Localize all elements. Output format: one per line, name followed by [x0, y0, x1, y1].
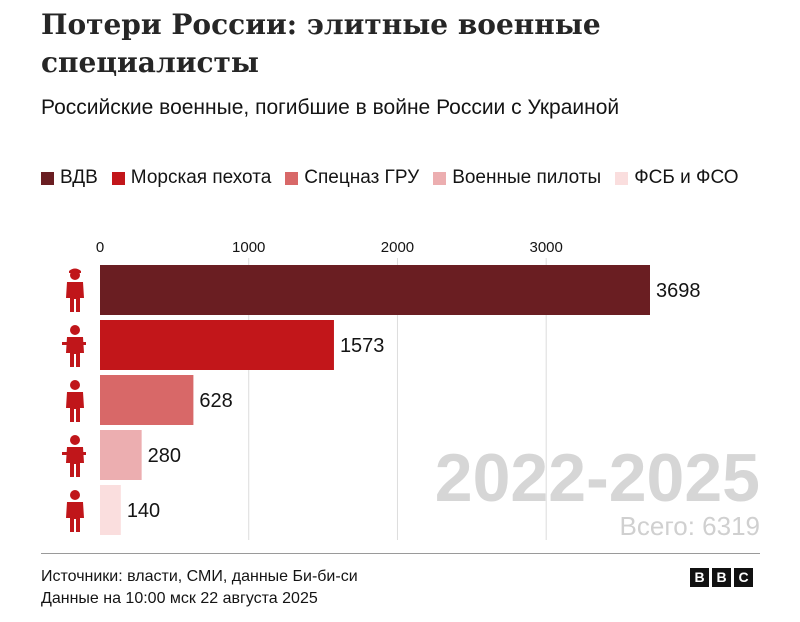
- legend-item: Военные пилоты: [433, 166, 601, 190]
- x-tick-label: 2000: [381, 239, 414, 256]
- legend-label: Морская пехота: [130, 167, 272, 188]
- special-forces-icon: [66, 380, 84, 422]
- x-tick-label: 3000: [529, 239, 562, 256]
- legend-swatch: [41, 171, 54, 185]
- marine-icon: [62, 325, 86, 367]
- x-tick-label: 1000: [232, 239, 265, 256]
- bar-value-label: 3698: [656, 280, 701, 302]
- legend-label: ВДВ: [60, 167, 98, 188]
- footer: Источники: власти, СМИ, данные Би-би-си …: [41, 566, 358, 610]
- legend-label: ФСБ и ФСО: [634, 167, 739, 188]
- bar-value-label: 1573: [340, 335, 385, 357]
- bar: [100, 265, 650, 315]
- chart-subtitle: Российские военные, погибшие в войне Рос…: [41, 96, 620, 119]
- bar: [100, 430, 142, 480]
- bar: [100, 375, 194, 425]
- date-note: Данные на 10:00 мск 22 августа 2025: [41, 590, 318, 607]
- legend-swatch: [111, 171, 125, 185]
- legend-swatch: [285, 171, 299, 185]
- x-tick-label: 0: [96, 239, 104, 256]
- bar-value-label: 280: [148, 445, 181, 467]
- bar-value-label: 628: [199, 390, 232, 412]
- legend-item: ВДВ: [41, 166, 98, 190]
- chart-title: Потери России: элитные военные специалис…: [41, 8, 601, 79]
- bbc-logo: B B C: [690, 568, 753, 587]
- legend-swatch: [433, 171, 447, 185]
- bar-value-label: 140: [127, 500, 160, 522]
- sources-note: Источники: власти, СМИ, данные Би-би-си: [41, 568, 358, 585]
- period-watermark: 2022-2025: [435, 440, 760, 516]
- bar: [100, 320, 334, 370]
- legend-item: ФСБ и ФСО: [615, 166, 739, 190]
- pilot-icon: [62, 435, 86, 477]
- legend-label: Военные пилоты: [452, 167, 602, 188]
- security-officer-icon: [66, 490, 84, 532]
- legend-item: Спецназ ГРУ: [285, 166, 419, 190]
- legend: ВДВ Морская пехота Спецназ ГРУ Военные п…: [41, 166, 761, 190]
- legend-swatch: [615, 171, 629, 185]
- legend-item: Морская пехота: [111, 166, 272, 190]
- total-watermark: Всего: 6319: [620, 511, 760, 541]
- bar: [100, 485, 121, 535]
- legend-label: Спецназ ГРУ: [304, 167, 420, 188]
- footer-divider: [41, 553, 760, 554]
- paratrooper-icon: [66, 268, 84, 312]
